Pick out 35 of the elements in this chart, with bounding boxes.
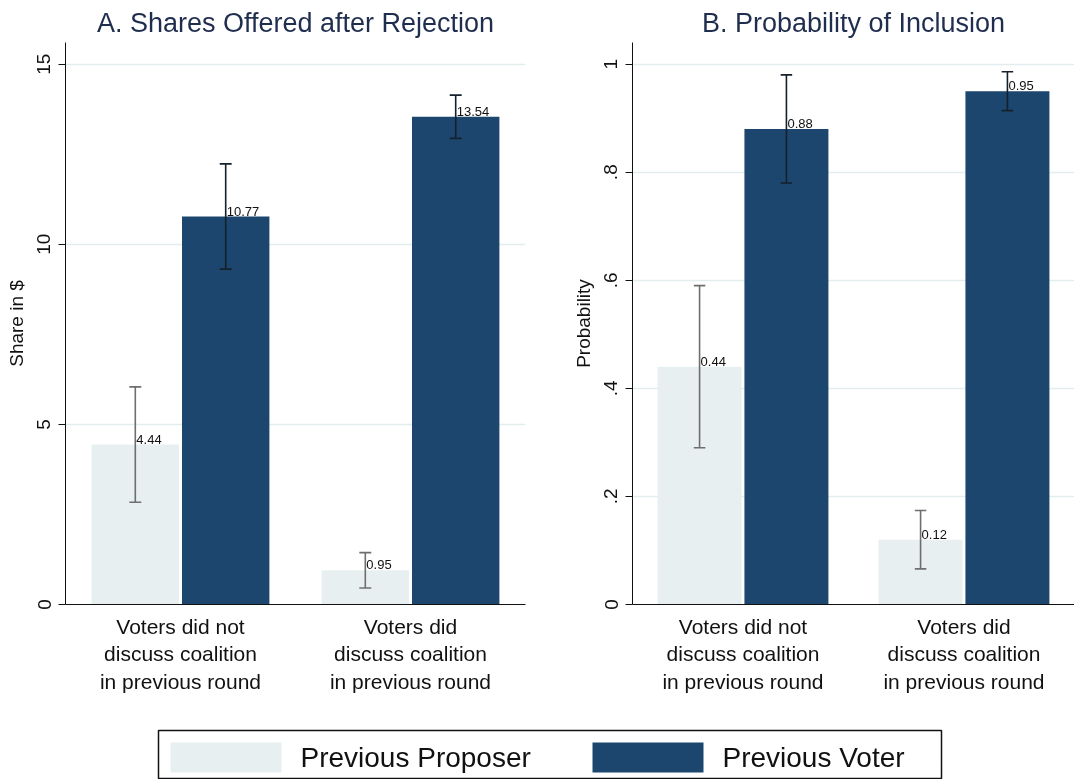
bar (965, 91, 1050, 605)
data-label: 0.88 (787, 115, 813, 131)
data-label: 0.12 (921, 526, 947, 542)
bar (744, 128, 829, 605)
y-axis-title: Share in $ (5, 279, 27, 367)
bar (91, 444, 179, 605)
data-label: 10.77 (226, 203, 260, 219)
data-label: 4.44 (136, 431, 162, 447)
y-tick-label: 0 (33, 599, 55, 610)
x-tick-label: Voters did discuss coalition in previous round (883, 614, 1045, 693)
y-tick-label: 5 (33, 419, 55, 430)
data-label: 0.95 (1008, 78, 1034, 94)
y-tick-label: .4 (600, 379, 622, 397)
y-axis-title: Probability (572, 278, 594, 368)
y-tick-label: 15 (33, 53, 55, 75)
x-tick-label: Voters did discuss coalition in previous round (329, 614, 492, 693)
bar (878, 539, 963, 605)
x-tick-label: Voters did not discuss coalition in previous round (99, 614, 262, 693)
y-tick-label: .8 (600, 164, 622, 181)
chart-title: A. Shares Offered after Rejection (96, 7, 495, 38)
x-tick-label: Voters did not discuss coalition in previous round (662, 614, 824, 693)
y-tick-label: 0 (600, 599, 622, 610)
bar (182, 216, 270, 605)
legend-label: Previous Proposer (300, 742, 531, 773)
data-label: 0.44 (700, 353, 726, 369)
bar (321, 570, 410, 605)
y-tick-label: 10 (33, 233, 55, 255)
y-tick-label: .6 (600, 272, 622, 289)
y-tick-label: .2 (600, 488, 622, 505)
bar (411, 116, 500, 605)
chart-title: B. Probability of Inclusion (701, 7, 1006, 38)
data-label: 0.95 (366, 557, 392, 573)
legend-label: Previous Voter (722, 742, 905, 773)
data-label: 13.54 (456, 103, 490, 119)
y-tick-label: 1 (600, 58, 622, 70)
